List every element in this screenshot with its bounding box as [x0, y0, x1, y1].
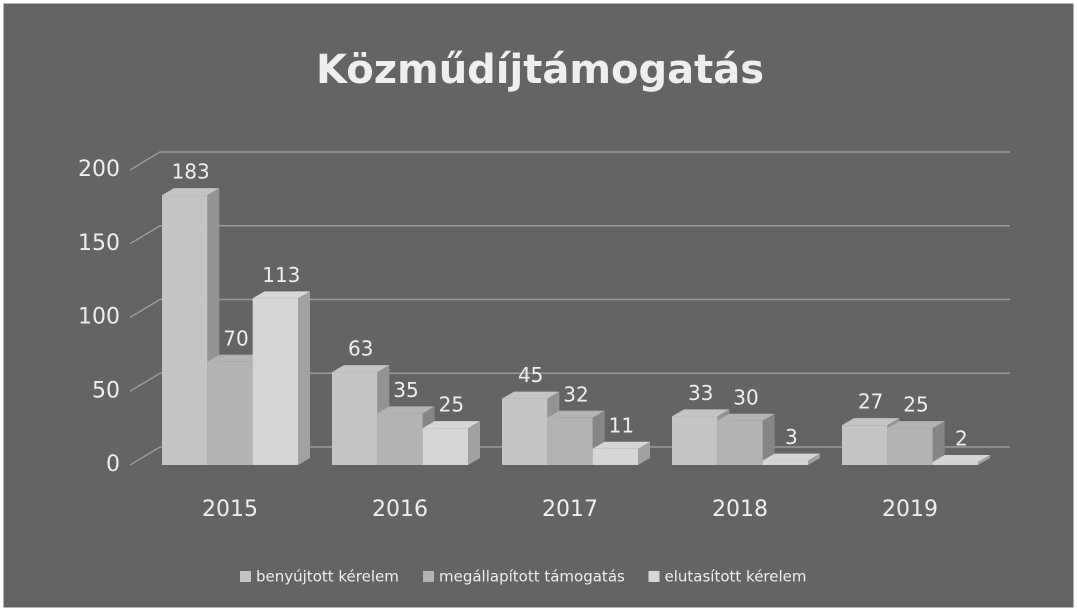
grid-line	[129, 298, 1010, 319]
data-label: 25	[439, 393, 464, 417]
bar-top	[207, 354, 265, 362]
bar-top	[932, 455, 990, 463]
bar	[932, 462, 978, 465]
bar-side	[638, 441, 650, 465]
bar	[377, 413, 423, 465]
grid-line	[129, 151, 1010, 171]
data-label: 11	[609, 413, 634, 437]
bar-top	[672, 409, 730, 417]
bar-top	[377, 406, 435, 414]
bar-top	[887, 421, 945, 429]
legend-swatch	[648, 571, 660, 582]
y-tick-label: 150	[78, 231, 120, 256]
data-label: 25	[903, 393, 928, 417]
bar-top	[592, 441, 650, 449]
bar-top	[502, 391, 560, 399]
x-tick-label: 2017	[542, 497, 598, 522]
bar	[547, 417, 593, 465]
bar	[207, 361, 253, 465]
data-label: 3	[785, 425, 798, 449]
bar	[672, 416, 718, 465]
legend-swatch	[423, 571, 434, 582]
y-tick-label: 0	[106, 452, 120, 477]
bar	[502, 398, 548, 465]
y-tick-label: 50	[92, 378, 120, 403]
y-tick-label: 100	[78, 305, 120, 330]
legend-swatch	[240, 571, 251, 582]
bar-top	[717, 413, 775, 421]
y-tick-label: 200	[78, 157, 120, 182]
data-label: 183	[172, 160, 210, 184]
chart-title: Közműdíjtámogatás	[316, 47, 764, 93]
bar	[762, 460, 808, 465]
legend-label: megállapított támogatás	[439, 568, 625, 586]
bar-top	[162, 188, 220, 196]
data-label: 63	[348, 337, 373, 361]
x-tick-label: 2016	[372, 497, 428, 522]
x-tick-label: 2015	[202, 497, 258, 522]
bar	[592, 448, 638, 465]
bar-top	[252, 291, 310, 299]
bar	[842, 425, 888, 465]
bar-side	[978, 455, 990, 465]
bar-top	[422, 421, 480, 429]
bar-side	[468, 421, 480, 465]
bar-side	[298, 291, 310, 465]
data-label: 113	[262, 263, 300, 287]
grid-line	[129, 225, 1010, 245]
legend-label: elutasított kérelem	[665, 568, 807, 586]
bar-top	[332, 365, 390, 373]
grid-line	[129, 372, 1010, 392]
bar-top	[842, 418, 900, 426]
bar-side	[808, 453, 820, 465]
data-label: 2	[955, 427, 968, 451]
x-tick-label: 2019	[882, 497, 938, 522]
data-label: 45	[518, 363, 543, 387]
bar-side	[932, 421, 945, 465]
bar	[162, 195, 208, 465]
data-label: 32	[563, 382, 588, 406]
bar	[422, 428, 468, 465]
data-label: 27	[858, 390, 883, 414]
legend-label: benyújtott kérelem	[256, 568, 399, 586]
bar-top	[762, 453, 820, 461]
data-label: 30	[733, 385, 758, 409]
bar	[252, 298, 298, 465]
bar	[717, 420, 763, 465]
data-label: 35	[393, 378, 418, 402]
bar-top	[547, 410, 605, 418]
data-label: 33	[688, 381, 713, 405]
data-label: 70	[223, 326, 248, 350]
bar-side	[762, 413, 775, 465]
bar	[887, 428, 933, 465]
bar	[332, 372, 378, 465]
x-tick-label: 2018	[712, 497, 768, 522]
